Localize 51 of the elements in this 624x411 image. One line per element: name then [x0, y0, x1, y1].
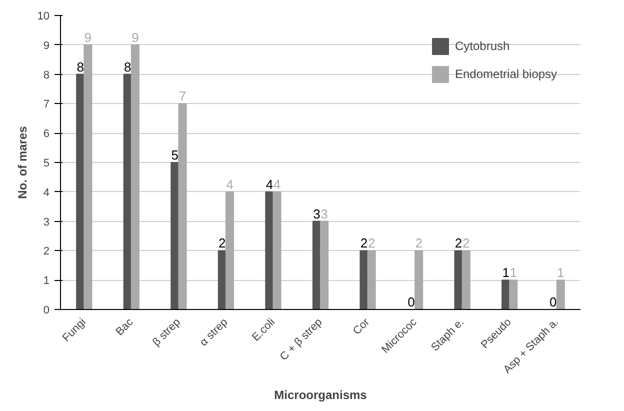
y-tick-label: 5	[43, 158, 50, 170]
y-tick-label: 1	[43, 275, 50, 288]
bar	[84, 44, 92, 310]
bar	[225, 191, 234, 310]
data-label: 8	[124, 59, 132, 74]
data-label: 5	[171, 148, 179, 162]
y-tick-label: 0	[43, 304, 50, 316]
data-label: 0	[408, 294, 415, 310]
y-axis-title: No. of mares	[15, 126, 30, 199]
data-label: 2	[368, 236, 376, 251]
y-tick-label: 3	[43, 216, 50, 228]
y-tick-label: 2	[43, 246, 50, 258]
data-label: 2	[462, 236, 470, 251]
data-label: 4	[226, 176, 234, 192]
bar	[556, 280, 565, 310]
bar	[462, 250, 470, 310]
data-label: 2	[454, 236, 462, 251]
legend-label: Endometrial biopsy	[455, 67, 558, 81]
data-label: 4	[273, 176, 281, 192]
data-label: 1	[510, 265, 517, 280]
y-tick-label: 8	[43, 69, 50, 82]
bar	[367, 250, 376, 310]
data-label: 3	[313, 206, 320, 222]
data-label: 2	[360, 236, 368, 251]
bar	[130, 44, 140, 310]
bar	[509, 280, 518, 310]
bar	[320, 220, 329, 310]
y-tick-label: 4	[43, 186, 50, 199]
y-tick-label: 6	[43, 128, 50, 140]
bar	[360, 250, 368, 310]
y-tick-label: 7	[43, 98, 50, 111]
bar	[272, 191, 282, 310]
data-label: 7	[178, 88, 186, 104]
data-label: 1	[557, 265, 564, 280]
x-tick-label: Bac	[114, 316, 136, 338]
y-tick-label: 9	[43, 40, 50, 52]
data-label: 9	[84, 30, 92, 45]
data-label: 4	[266, 176, 274, 192]
data-label: 0	[549, 294, 557, 310]
data-label: 3	[320, 206, 328, 222]
bar	[178, 103, 187, 310]
y-tick-label: 10	[37, 10, 50, 22]
x-tick-label: Cor	[350, 316, 372, 338]
data-label: 8	[76, 59, 84, 74]
legend-label: Cytobrush	[455, 39, 510, 53]
data-label: 2	[218, 236, 226, 251]
bar	[414, 250, 424, 310]
x-axis-title: Microorganisms	[274, 388, 368, 402]
data-label: 9	[132, 30, 139, 45]
data-label: 2	[415, 236, 422, 251]
data-label: 1	[502, 265, 510, 280]
